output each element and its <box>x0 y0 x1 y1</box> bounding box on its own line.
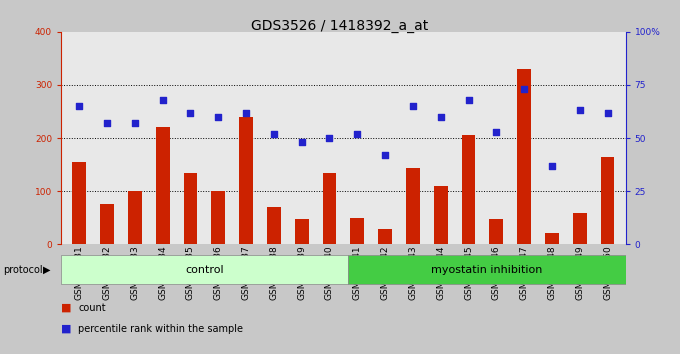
Text: ▶: ▶ <box>43 265 50 275</box>
Text: ■: ■ <box>61 324 71 334</box>
Bar <box>239 117 253 244</box>
Text: ■: ■ <box>61 303 71 313</box>
Text: GDS3526 / 1418392_a_at: GDS3526 / 1418392_a_at <box>252 19 428 34</box>
Point <box>575 108 585 113</box>
Text: count: count <box>78 303 106 313</box>
Point <box>435 114 446 120</box>
Bar <box>545 233 559 244</box>
Point <box>463 97 474 103</box>
Point <box>324 135 335 141</box>
Bar <box>434 186 447 244</box>
Bar <box>350 218 364 244</box>
Point <box>101 120 112 126</box>
Text: control: control <box>185 265 224 275</box>
Bar <box>322 172 337 244</box>
Bar <box>100 204 114 244</box>
Point <box>491 129 502 135</box>
Bar <box>406 169 420 244</box>
Point <box>407 103 418 109</box>
Point <box>241 110 252 115</box>
Bar <box>72 162 86 244</box>
Bar <box>128 191 142 244</box>
Bar <box>462 135 475 244</box>
Point <box>185 110 196 115</box>
Point <box>602 110 613 115</box>
Bar <box>156 127 169 244</box>
Point <box>352 131 362 137</box>
Point <box>547 163 558 169</box>
Point <box>519 86 530 92</box>
Text: myostatin inhibition: myostatin inhibition <box>431 265 542 275</box>
Point <box>129 120 140 126</box>
Point <box>74 103 85 109</box>
Point <box>296 139 307 145</box>
Text: protocol: protocol <box>3 265 43 275</box>
Bar <box>378 229 392 244</box>
Bar <box>517 69 531 244</box>
Bar <box>347 256 626 284</box>
Point <box>213 114 224 120</box>
Bar <box>573 213 587 244</box>
Bar <box>600 156 615 244</box>
Bar <box>490 219 503 244</box>
Point <box>379 152 390 158</box>
Bar <box>294 219 309 244</box>
Point <box>269 131 279 137</box>
Point <box>157 97 168 103</box>
Text: percentile rank within the sample: percentile rank within the sample <box>78 324 243 334</box>
Bar <box>267 207 281 244</box>
Bar <box>61 256 347 284</box>
Bar <box>184 172 197 244</box>
Bar <box>211 191 225 244</box>
